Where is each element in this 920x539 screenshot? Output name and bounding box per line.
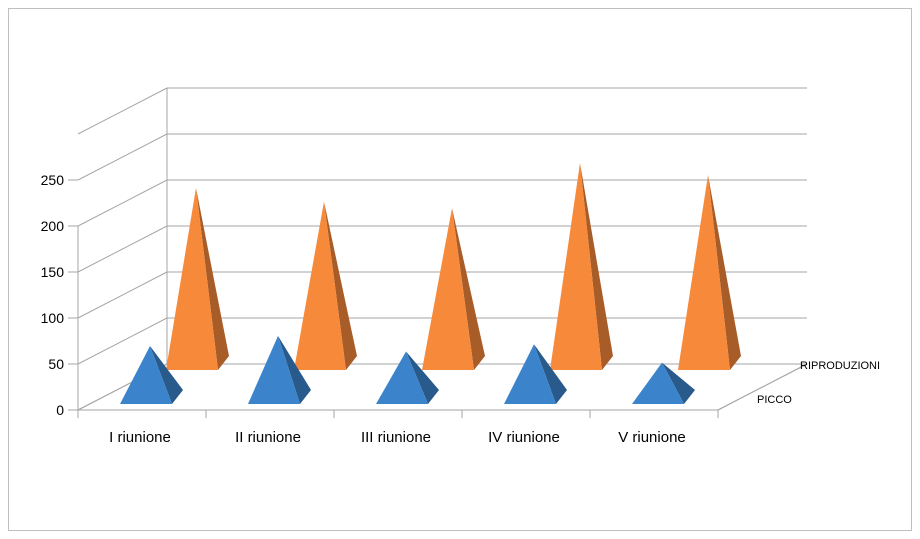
x-category-label: II riunione <box>235 429 301 446</box>
y-tick-label: 50 <box>48 356 64 372</box>
pyramid-side-face <box>708 174 741 370</box>
pyramid-bar <box>422 208 474 370</box>
y-tick-label: 150 <box>41 264 65 280</box>
x-category-label: III riunione <box>361 429 431 446</box>
gridline-side <box>77 179 168 227</box>
pyramid-bar <box>120 346 172 404</box>
y-tick-label: 0 <box>56 402 64 418</box>
pyramid-bar <box>504 344 556 404</box>
x-category-label: I riunione <box>109 429 171 446</box>
pyramid-bar <box>248 335 300 404</box>
pyramid-side-face <box>406 351 439 404</box>
y-tick-label: 250 <box>41 172 65 188</box>
pyramid-side-face <box>662 362 695 404</box>
x-category-label: V riunione <box>618 429 686 446</box>
gridline-side <box>77 133 168 181</box>
pyramid-bar <box>376 351 428 404</box>
gridline-side <box>77 225 168 273</box>
pyramid-side-face <box>452 208 485 370</box>
pyramid-bar <box>678 174 730 370</box>
pyramid-bar <box>166 187 218 370</box>
pyramid-side-face <box>196 187 229 370</box>
pyramid-side-face <box>534 344 567 404</box>
y-tick-label: 100 <box>41 310 65 326</box>
y-tick-label: 200 <box>41 218 65 234</box>
pyramid-bar <box>632 362 684 404</box>
pyramid-side-face <box>278 335 311 404</box>
pyramid-side-face <box>324 201 357 370</box>
depth-label-picco: PICCO <box>757 394 792 406</box>
pyramid-bar <box>550 163 602 370</box>
pyramid-side-face <box>150 346 183 404</box>
chart-floor <box>77 363 808 411</box>
chart-walls <box>77 363 808 411</box>
depth-label-riproduzioni: RIPRODUZIONI <box>800 360 880 372</box>
gridline-side <box>77 317 168 365</box>
depth-axis-line <box>717 363 808 411</box>
x-category-label: IV riunione <box>488 429 560 446</box>
gridline-side <box>77 271 168 319</box>
chart-marks <box>120 163 741 404</box>
gridline-side <box>77 87 168 135</box>
pyramid-bar <box>294 201 346 370</box>
pyramid-side-face <box>580 163 613 370</box>
y-axis-ticks: 0 50 100 150 200 250 <box>41 172 78 418</box>
depth-axis-labels: PICCO RIPRODUZIONI <box>717 360 880 411</box>
x-axis-labels: I riunione II riunione III riunione IV riun… <box>77 410 719 446</box>
